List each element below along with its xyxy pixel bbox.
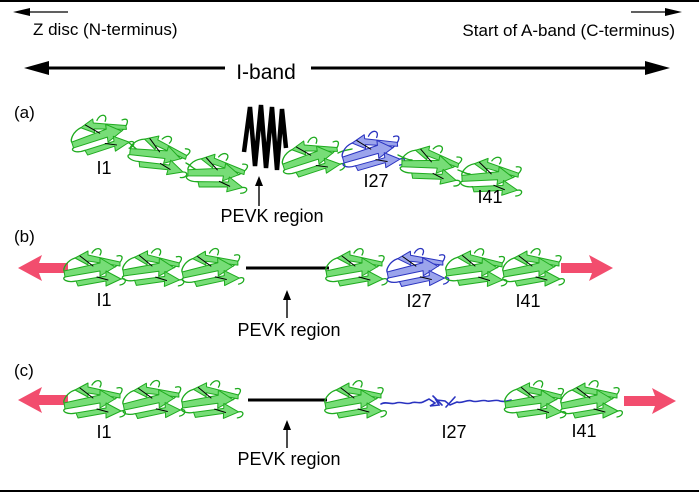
ig-domain-i1 [63, 248, 126, 287]
bottom-border [0, 490, 699, 492]
ig-domain [121, 247, 186, 288]
row-a-panel-label: (a) [14, 103, 35, 122]
ig-domain-i41 [502, 248, 565, 287]
linker [337, 148, 353, 154]
row-c-pevk-pointer [283, 420, 291, 448]
i27-unfolded-crossing [445, 396, 456, 408]
row-c-panel-label: (c) [14, 361, 34, 380]
z-disc-label: Z disc (N-terminus) [33, 20, 178, 39]
ig-domain-i27 [339, 127, 406, 173]
ig-domain [503, 379, 568, 420]
i-band-arrow [24, 61, 670, 75]
row-b-i41-label: I41 [515, 291, 540, 311]
ig-domain [398, 138, 468, 189]
pevk-pointer-arrowhead-icon [283, 290, 291, 300]
a-band-arrow [631, 8, 682, 16]
header: Z disc (N-terminus) Start of A-band (C-t… [13, 8, 682, 84]
i27-unfolded-crossing [432, 395, 443, 406]
ig-domain [121, 379, 186, 420]
ig-domain-i27 [385, 247, 450, 288]
ig-domain [125, 126, 197, 181]
row-b-i27-label: I27 [406, 291, 431, 311]
ig-domain-i41 [560, 380, 623, 419]
z-disc-arrowhead-icon [13, 8, 30, 16]
row-a-i1-label: I1 [96, 158, 111, 178]
top-border [0, 0, 699, 2]
row-a-pevk-label: PEVK region [220, 206, 323, 226]
row-b-panel-label: (b) [14, 227, 35, 246]
i-band-label: I-band [236, 61, 296, 84]
linker [457, 169, 471, 175]
ig-domain-i1 [63, 380, 126, 419]
ig-domain [444, 247, 509, 288]
row-a: (a) I1 I27 I41 PEVK region [14, 103, 527, 226]
row-b: (b) I1 I27 I41 PEVK region [14, 227, 613, 340]
ig-domain [324, 380, 387, 419]
a-band-label: Start of A-band (C-terminus) [462, 21, 675, 40]
i-band-arrowhead-right-icon [645, 61, 670, 75]
row-a-pevk-pointer [255, 176, 263, 206]
i27-unfolded-strand [380, 398, 512, 407]
row-a-i27-label: I27 [363, 171, 388, 191]
pevk-pointer-arrowhead-icon [255, 176, 263, 186]
row-b-pevk-pointer [283, 290, 291, 318]
row-c-i41-label: I41 [571, 421, 596, 441]
ig-domain-i1 [67, 110, 136, 158]
ig-domain [184, 147, 253, 196]
ig-domain [180, 247, 245, 288]
force-arrow-left-icon [18, 387, 68, 413]
row-c-pevk-label: PEVK region [237, 449, 340, 469]
linker [397, 154, 413, 161]
row-b-pevk-label: PEVK region [237, 320, 340, 340]
i27-unfolded-chain [380, 395, 512, 408]
row-c-i1-label: I1 [96, 422, 111, 442]
ig-domain [278, 132, 347, 180]
force-arrow-right-icon [624, 388, 676, 414]
i-band-arrowhead-left-icon [24, 61, 49, 75]
force-arrow-left-icon [18, 255, 68, 281]
ig-domain [180, 379, 245, 420]
force-arrow-right-icon [561, 255, 613, 281]
row-c: (c) I1 I27 I41 PEVK region [14, 361, 676, 469]
z-disc-arrow [13, 8, 68, 16]
a-band-arrowhead-icon [665, 8, 682, 16]
pevk-folded-zigzag [241, 104, 289, 171]
row-a-i41-label: I41 [477, 187, 502, 207]
pevk-pointer-arrowhead-icon [283, 420, 291, 430]
row-c-i27-label: I27 [441, 422, 466, 442]
row-b-i1-label: I1 [96, 290, 111, 310]
ig-domain [325, 248, 388, 287]
